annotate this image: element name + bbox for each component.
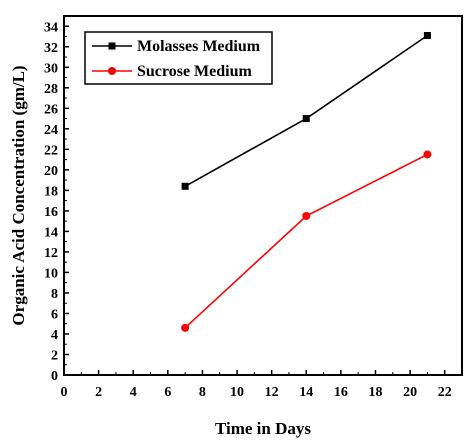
legend-label-sucrose-medium: Sucrose Medium (137, 63, 252, 80)
plot-frame (63, 15, 463, 376)
x-tick-label: 20 (403, 385, 417, 400)
legend: Molasses Medium Sucrose Medium (84, 31, 273, 85)
data-point-sucrose-medium (423, 150, 432, 159)
y-tick-label: 10 (44, 266, 58, 281)
y-tick-label: 22 (44, 143, 58, 158)
x-tick-label: 0 (61, 385, 68, 400)
y-axis-title: Organic Acid Concentration (gm/L) (9, 65, 28, 325)
y-tick-label: 2 (51, 348, 58, 363)
data-point-sucrose-medium (302, 212, 311, 221)
data-point-molasses-medium (181, 182, 189, 190)
y-tick-label: 30 (44, 61, 58, 76)
series (181, 31, 432, 332)
y-tick-label: 20 (44, 164, 58, 179)
data-point-molasses-medium (423, 31, 431, 39)
x-tick-label: 12 (265, 385, 279, 400)
x-tick-label: 2 (95, 385, 102, 400)
axes (63, 15, 463, 376)
x-tick-label: 18 (368, 385, 382, 400)
y-tick-label: 34 (44, 20, 58, 35)
y-tick-label: 24 (44, 123, 58, 138)
legend-marker-sucrose-medium (108, 67, 116, 75)
x-tick-label: 10 (230, 385, 244, 400)
ticks: 0 2 4 6 8 10 12 14 16 18 20 22024681012141618202224… (44, 20, 452, 400)
y-tick-label: 4 (51, 328, 58, 343)
y-tick-label: 26 (44, 102, 58, 117)
y-tick-label: 14 (44, 225, 58, 240)
x-tick-label: 16 (334, 385, 348, 400)
y-tick-label: 6 (51, 307, 58, 322)
series-line-sucrose-medium (184, 153, 428, 329)
y-tick-label: 32 (44, 41, 58, 56)
y-tick-label: 28 (44, 82, 58, 97)
y-tick-label: 8 (51, 287, 58, 302)
x-tick-label: 8 (199, 385, 206, 400)
y-tick-label: 0 (51, 369, 58, 384)
y-tick-label: 18 (44, 184, 58, 199)
x-tick-label: 4 (130, 385, 137, 400)
y-tick-label: 12 (44, 246, 58, 261)
legend-box (84, 31, 273, 85)
y-tick-label: 16 (44, 205, 58, 220)
x-axis-title: Time in Days (215, 419, 311, 438)
legend-label-molasses-medium: Molasses Medium (137, 38, 261, 55)
x-tick-label: 6 (164, 385, 171, 400)
legend-marker-molasses-medium (108, 42, 116, 50)
x-tick-label: 22 (438, 385, 452, 400)
data-point-molasses-medium (302, 115, 310, 123)
x-tick-label: 14 (299, 385, 313, 400)
data-point-sucrose-medium (181, 323, 190, 332)
